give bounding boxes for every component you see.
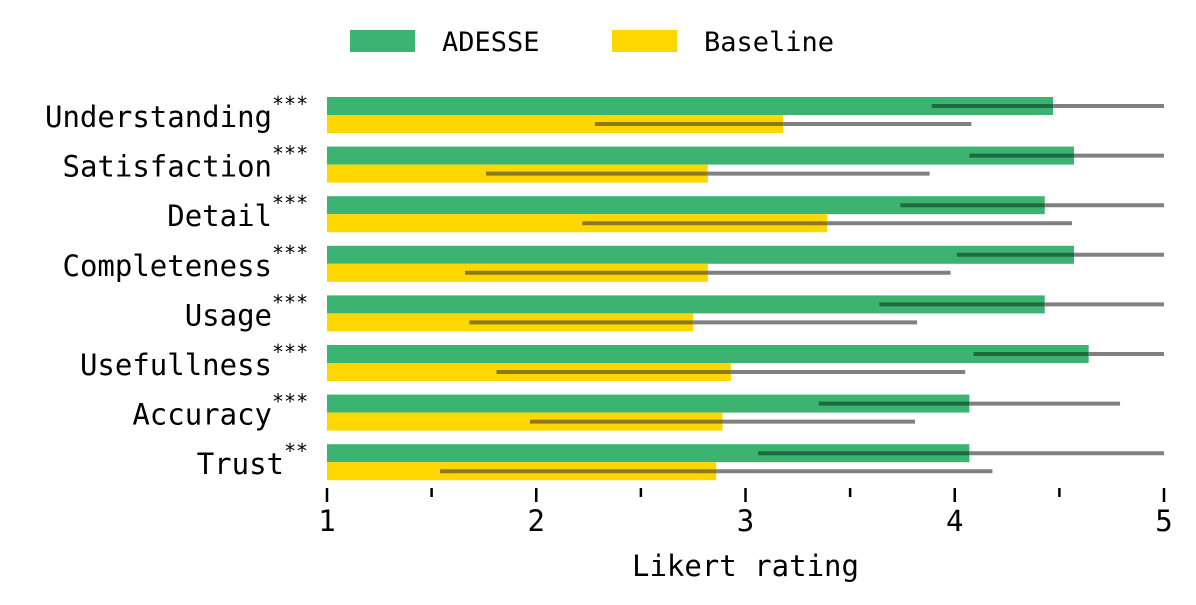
significance-marker: *** (272, 290, 308, 314)
legend-swatch-adesse (350, 30, 415, 52)
category-label: Detail (167, 199, 272, 233)
legend-swatch-baseline (612, 30, 677, 52)
bar-adesse-detail (327, 196, 1045, 215)
x-axis: 1 2 3 4 5 (318, 488, 1173, 538)
bar-baseline-understanding (327, 115, 784, 133)
x-tick-label: 5 (1155, 504, 1172, 538)
category-label: Trust (197, 447, 284, 481)
category-label: Accuracy (132, 398, 272, 432)
bar-adesse-usage (327, 295, 1045, 314)
legend-label-baseline: Baseline (704, 27, 834, 58)
x-tick-label: 1 (318, 504, 335, 538)
significance-marker: *** (272, 92, 308, 116)
category-label: Satisfaction (62, 150, 272, 184)
significance-marker: *** (272, 390, 308, 414)
bar-baseline-detail (327, 214, 828, 233)
bar-adesse-usefullness (327, 345, 1089, 363)
legend-label-adesse: ADESSE (442, 27, 540, 58)
bar-adesse-completeness (327, 245, 1075, 264)
category-label: Understanding (45, 100, 272, 134)
x-tick-label: 4 (946, 504, 963, 538)
bar-adesse-trust (327, 444, 970, 463)
x-tick-label: 3 (737, 504, 754, 538)
significance-marker: *** (272, 241, 308, 265)
legend: ADESSE Baseline (350, 27, 834, 58)
bar-adesse-accuracy (327, 394, 970, 413)
bar-adesse-satisfaction (327, 146, 1075, 165)
significance-marker: ** (284, 439, 308, 463)
category-label: Usefullness (80, 348, 272, 382)
category-labels: Understanding ***Satisfaction ***Detail ***… (45, 92, 308, 481)
x-tick-label: 2 (528, 504, 545, 538)
category-label: Completeness (62, 249, 272, 283)
significance-marker: *** (272, 142, 308, 166)
bar-baseline-accuracy (327, 412, 723, 431)
bar-adesse-understanding (327, 97, 1054, 115)
error-bars (439, 104, 1164, 474)
significance-marker: *** (272, 340, 308, 364)
category-label: Usage (185, 298, 272, 332)
significance-marker: *** (272, 191, 308, 215)
x-axis-title: Likert rating (632, 549, 859, 583)
